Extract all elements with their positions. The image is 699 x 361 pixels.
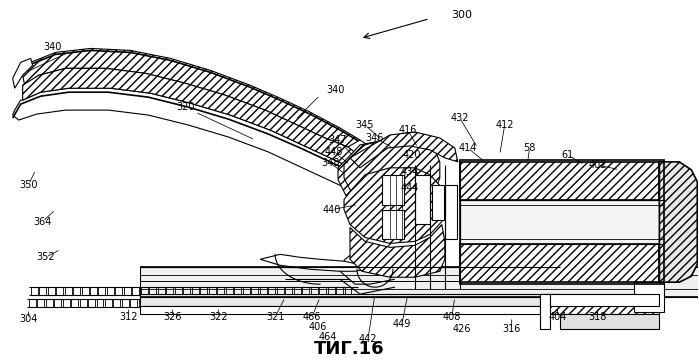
Bar	[140, 267, 699, 297]
Polygon shape	[350, 225, 445, 277]
Text: 464: 464	[319, 332, 337, 342]
Bar	[140, 294, 560, 306]
Text: 406: 406	[309, 322, 327, 332]
Bar	[549, 294, 659, 306]
Text: 364: 364	[34, 217, 52, 226]
Text: 312: 312	[120, 312, 138, 322]
Bar	[635, 282, 664, 312]
Bar	[460, 162, 659, 200]
Polygon shape	[260, 255, 365, 271]
Bar	[460, 244, 659, 282]
Text: 318: 318	[589, 312, 607, 322]
Text: 414: 414	[459, 143, 477, 153]
Text: 432: 432	[451, 113, 469, 123]
Text: 340: 340	[43, 43, 62, 52]
Polygon shape	[344, 168, 445, 243]
Text: 434: 434	[401, 167, 419, 177]
Text: 304: 304	[20, 314, 38, 324]
Text: 442: 442	[359, 334, 377, 344]
Text: 350: 350	[20, 180, 38, 190]
Text: 402: 402	[589, 160, 607, 170]
Bar	[460, 200, 659, 244]
Text: 58: 58	[524, 143, 536, 153]
Polygon shape	[340, 140, 405, 269]
Polygon shape	[22, 104, 376, 333]
Text: 412: 412	[496, 120, 514, 130]
Text: 404: 404	[549, 312, 567, 322]
Bar	[540, 294, 659, 314]
Bar	[560, 314, 659, 329]
Text: 346: 346	[366, 133, 384, 143]
Text: 316: 316	[503, 324, 521, 334]
Bar	[140, 306, 560, 314]
Polygon shape	[22, 68, 365, 172]
Text: 300: 300	[452, 10, 473, 19]
Bar	[460, 160, 664, 284]
Text: 440: 440	[323, 205, 341, 214]
Text: 416: 416	[398, 125, 417, 135]
Text: 352: 352	[36, 252, 55, 262]
Polygon shape	[659, 162, 698, 282]
Bar	[445, 185, 456, 239]
Text: 326: 326	[163, 312, 182, 322]
Polygon shape	[13, 58, 33, 88]
Text: 420: 420	[403, 150, 421, 160]
Polygon shape	[13, 88, 370, 195]
Text: 322: 322	[209, 312, 228, 322]
Text: 466: 466	[303, 312, 322, 322]
Text: 426: 426	[452, 324, 471, 334]
Bar	[382, 175, 404, 205]
Text: 444: 444	[401, 183, 419, 193]
Text: 340: 340	[326, 85, 344, 95]
Text: 448: 448	[325, 147, 343, 157]
Text: ΤИГ.16: ΤИГ.16	[314, 340, 384, 358]
Text: 345: 345	[356, 120, 374, 130]
Text: 348: 348	[321, 158, 339, 168]
Bar	[382, 210, 404, 239]
Polygon shape	[350, 132, 458, 168]
Polygon shape	[22, 48, 360, 150]
Bar	[415, 175, 430, 225]
Text: 347: 347	[329, 135, 347, 145]
Text: 449: 449	[393, 319, 411, 329]
Polygon shape	[338, 140, 428, 212]
Text: 408: 408	[442, 312, 461, 322]
Text: 61: 61	[561, 150, 574, 160]
Text: 320: 320	[176, 102, 194, 112]
Bar	[540, 294, 549, 329]
Bar	[432, 185, 444, 219]
Polygon shape	[344, 138, 440, 210]
Text: 321: 321	[266, 312, 284, 322]
